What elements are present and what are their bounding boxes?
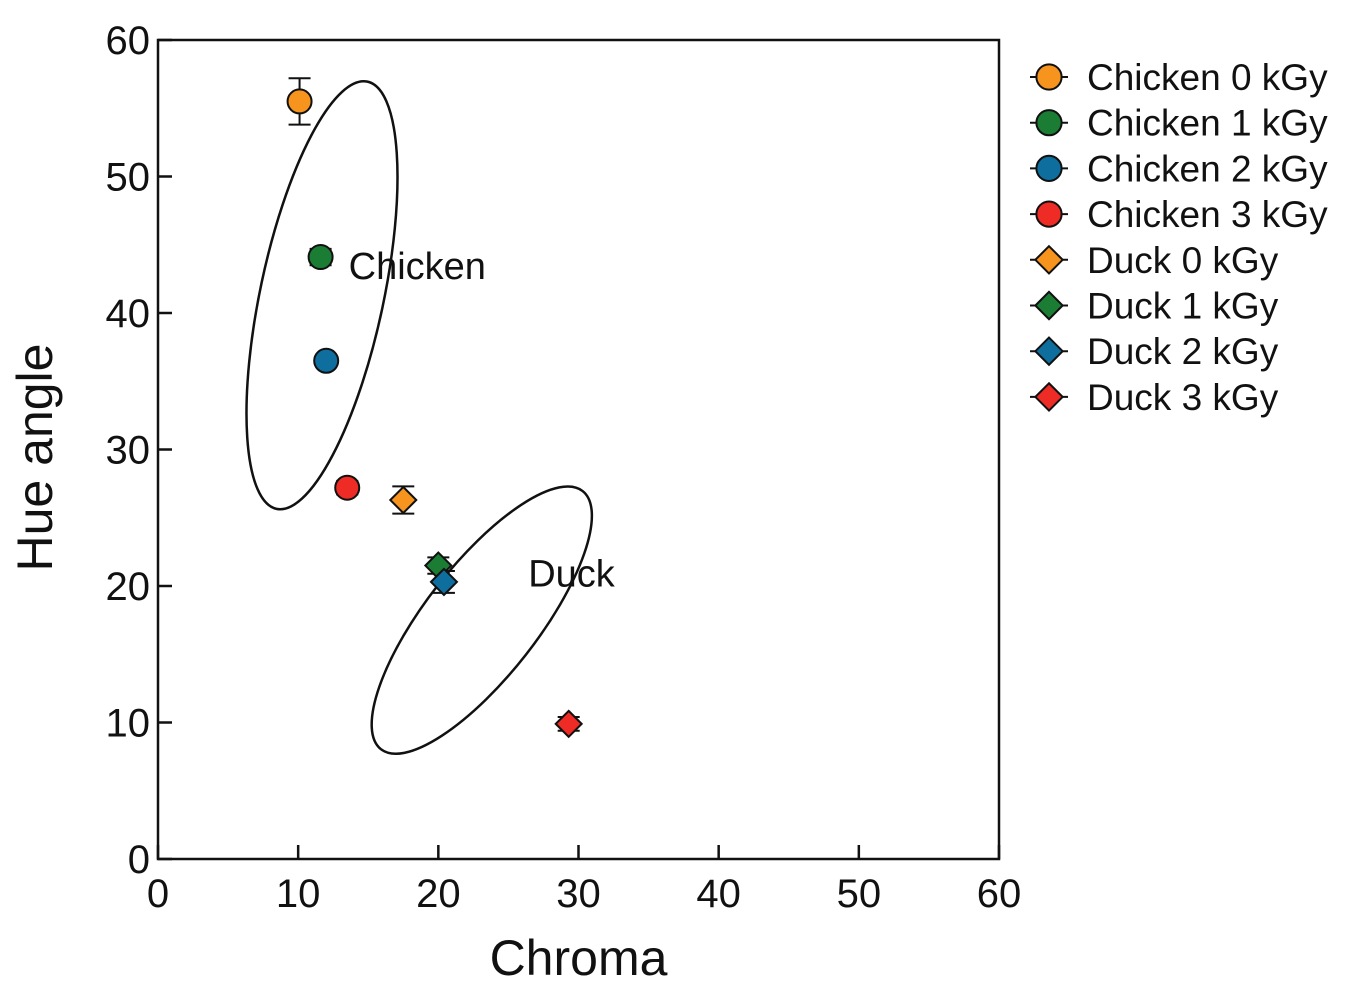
y-tick-label: 0 xyxy=(128,838,150,882)
group-ellipse-chicken xyxy=(245,79,399,511)
x-tick-label: 20 xyxy=(416,872,461,916)
y-axis-ticks: 0 10 20 30 40 50 60 xyxy=(106,19,172,882)
legend-item: Duck 2 kGy xyxy=(1030,331,1279,372)
data-point-chicken-1-kgy xyxy=(307,244,334,271)
legend-label: Duck 3 kGy xyxy=(1087,377,1279,418)
group-label: Chicken xyxy=(349,246,486,288)
legend-marker xyxy=(1035,63,1063,91)
data-point-chicken-2-kgy xyxy=(313,347,340,374)
x-tick-label: 60 xyxy=(977,872,1022,916)
error-bars xyxy=(288,77,580,732)
legend-marker xyxy=(1033,244,1065,275)
x-tick-label: 30 xyxy=(556,872,601,916)
group-annotations: Chicken Duck xyxy=(349,246,616,595)
legend-marker xyxy=(1033,381,1065,412)
data-point-duck-0-kgy xyxy=(388,485,418,515)
x-axis-title: Chroma xyxy=(490,930,668,986)
data-points xyxy=(286,88,584,739)
data-point-chicken-0-kgy xyxy=(286,88,313,115)
x-tick-label: 40 xyxy=(696,872,741,916)
y-tick-label: 40 xyxy=(106,292,151,336)
x-tick-label: 0 xyxy=(147,872,169,916)
legend-item: Chicken 2 kGy xyxy=(1030,148,1328,189)
plot-frame xyxy=(156,38,1001,861)
x-tick-label: 10 xyxy=(276,872,321,916)
legend-label: Chicken 0 kGy xyxy=(1087,57,1328,98)
legend-marker xyxy=(1033,336,1065,367)
legend-label: Chicken 1 kGy xyxy=(1087,103,1328,144)
legend-marker xyxy=(1033,290,1065,321)
group-label: Duck xyxy=(528,553,616,595)
legend-item: Chicken 3 kGy xyxy=(1030,194,1328,235)
legend-item: Chicken 1 kGy xyxy=(1030,103,1328,144)
y-tick-label: 20 xyxy=(106,565,151,609)
legend-item: Duck 1 kGy xyxy=(1030,286,1279,327)
data-point-duck-3-kgy xyxy=(554,709,584,739)
y-axis-title: Hue angle xyxy=(7,344,63,572)
legend-label: Chicken 3 kGy xyxy=(1087,194,1328,235)
y-tick-label: 60 xyxy=(106,19,151,63)
legend-label: Duck 2 kGy xyxy=(1087,331,1279,372)
legend-label: Chicken 2 kGy xyxy=(1087,148,1328,189)
legend-item: Chicken 0 kGy xyxy=(1030,57,1328,98)
y-tick-label: 30 xyxy=(106,429,151,473)
group-ellipses xyxy=(245,79,594,755)
group-ellipse-duck xyxy=(370,485,594,755)
legend-marker xyxy=(1035,154,1063,182)
y-tick-label: 50 xyxy=(106,156,151,200)
legend-label: Duck 0 kGy xyxy=(1087,240,1279,281)
data-point-chicken-3-kgy xyxy=(334,474,361,501)
legend-marker xyxy=(1035,200,1063,228)
x-tick-label: 50 xyxy=(837,872,882,916)
legend-marker xyxy=(1035,109,1063,137)
y-tick-label: 10 xyxy=(106,702,151,746)
data-point-duck-2-kgy xyxy=(429,567,459,597)
x-axis-ticks: 0 10 20 30 40 50 60 xyxy=(147,845,1021,916)
legend-item: Duck 3 kGy xyxy=(1030,377,1279,418)
legend-item: Duck 0 kGy xyxy=(1030,240,1279,281)
legend-label: Duck 1 kGy xyxy=(1087,286,1279,327)
